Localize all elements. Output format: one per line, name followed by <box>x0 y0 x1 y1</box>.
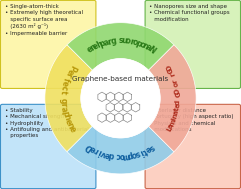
Text: G: G <box>175 92 181 98</box>
Polygon shape <box>81 59 160 138</box>
Text: c: c <box>59 84 69 90</box>
Text: r: r <box>128 37 134 46</box>
Text: e: e <box>63 118 73 125</box>
Text: t: t <box>174 107 180 111</box>
Text: g: g <box>58 98 67 103</box>
Text: • Single-atom-thick
• Extremely high theoretical
   specific surface area
   (26: • Single-atom-thick • Extremely high the… <box>5 4 83 36</box>
Text: s: s <box>134 148 141 158</box>
Text: s: s <box>147 142 156 152</box>
FancyBboxPatch shape <box>0 104 96 189</box>
Text: e: e <box>67 125 77 133</box>
Text: f: f <box>61 76 71 82</box>
Polygon shape <box>148 45 196 152</box>
Text: p: p <box>134 38 143 49</box>
Text: d: d <box>107 150 114 160</box>
Text: a: a <box>102 37 110 48</box>
Text: • Stability
• Mechanical strength
• Hydrophility
• Antifouling and antibacterial: • Stability • Mechanical strength • Hydr… <box>5 108 89 138</box>
Polygon shape <box>45 45 93 152</box>
Text: D: D <box>84 141 95 153</box>
FancyBboxPatch shape <box>0 0 96 88</box>
Text: n: n <box>64 121 75 130</box>
Text: e: e <box>143 144 153 154</box>
Text: a: a <box>59 106 69 112</box>
Text: o: o <box>120 151 125 160</box>
Text: e: e <box>91 41 100 51</box>
Text: O: O <box>165 63 173 71</box>
Text: N: N <box>146 44 157 55</box>
Text: i: i <box>138 147 144 157</box>
Text: s: s <box>118 36 123 45</box>
FancyBboxPatch shape <box>145 104 241 189</box>
Text: L: L <box>166 126 173 132</box>
Text: e: e <box>60 80 70 87</box>
Text: o: o <box>137 40 146 50</box>
Text: e: e <box>65 67 75 75</box>
Text: r: r <box>172 78 179 83</box>
Polygon shape <box>67 126 174 174</box>
Text: O: O <box>174 88 181 94</box>
Text: i: i <box>97 147 103 157</box>
Text: n: n <box>172 113 179 119</box>
Text: t: t <box>141 146 148 155</box>
Text: r: r <box>107 37 113 46</box>
Text: m: m <box>122 151 131 161</box>
Text: Graphene-based materials: Graphene-based materials <box>72 76 169 82</box>
Text: v: v <box>100 148 107 158</box>
Text: e: e <box>103 149 111 160</box>
Text: o: o <box>173 81 180 87</box>
Text: p: p <box>127 150 134 160</box>
Text: h: h <box>95 40 104 50</box>
Text: r: r <box>93 146 100 155</box>
Text: • Nanopores size and shape
• Chemical functional groups
   modification: • Nanopores size and shape • Chemical fu… <box>149 4 230 22</box>
Text: n: n <box>88 43 98 53</box>
Text: h: h <box>61 114 71 121</box>
Polygon shape <box>67 23 174 70</box>
Text: a: a <box>173 110 180 115</box>
Text: p: p <box>98 38 107 49</box>
Text: a: a <box>167 123 175 129</box>
Text: G: G <box>167 67 175 74</box>
Text: P: P <box>67 63 77 72</box>
Text: c: c <box>116 151 121 160</box>
Text: u: u <box>121 36 127 45</box>
Text: • Interlayer distance
• Tortuosity (high aspect ratio)
• Physical and chemical
 : • Interlayer distance • Tortuosity (high… <box>149 108 234 132</box>
Text: o: o <box>131 37 139 48</box>
Text: g: g <box>110 36 117 46</box>
Text: d: d <box>175 99 181 105</box>
Text: e: e <box>174 103 181 108</box>
Text: r: r <box>169 71 176 76</box>
Text: o: o <box>124 36 131 46</box>
Text: o: o <box>130 149 138 160</box>
Text: i: i <box>171 117 177 122</box>
Text: a: a <box>144 43 153 53</box>
Text: e: e <box>85 44 94 55</box>
FancyBboxPatch shape <box>145 0 241 88</box>
Text: m: m <box>168 118 177 127</box>
Text: e: e <box>88 144 98 154</box>
Text: r: r <box>59 102 68 107</box>
Text: p: p <box>60 110 70 117</box>
Text: r: r <box>63 72 73 78</box>
Text: n: n <box>140 41 150 51</box>
Text: t: t <box>59 90 68 94</box>
